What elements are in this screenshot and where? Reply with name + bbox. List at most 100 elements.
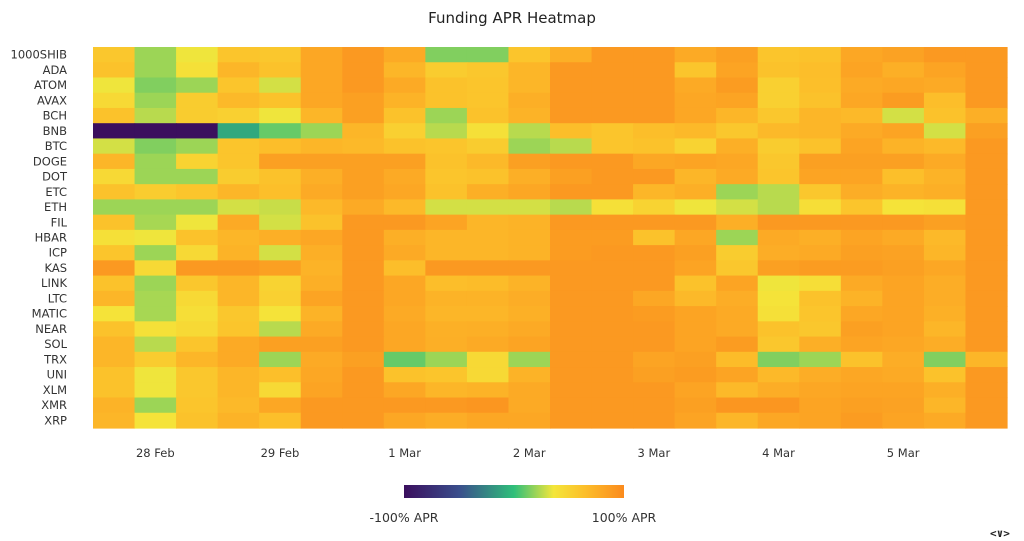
heatmap-cell (342, 62, 385, 79)
heatmap-cell (217, 214, 260, 231)
heatmap-cell (425, 306, 468, 322)
heatmap-cell (923, 123, 967, 140)
heatmap-cell (259, 77, 302, 94)
heatmap-cell (840, 245, 883, 261)
heatmap-cell (93, 275, 136, 292)
heatmap-cell (550, 138, 593, 155)
heatmap-cell (840, 92, 883, 109)
heatmap-cell (757, 260, 800, 277)
heatmap-cell (425, 321, 468, 338)
colorbar (404, 485, 624, 498)
heatmap-cell (508, 275, 551, 292)
heatmap-cell (466, 397, 510, 414)
heatmap-cell (882, 92, 925, 109)
heatmap-cell (425, 229, 468, 246)
heatmap-cell (965, 92, 1008, 109)
heatmap-cell (134, 321, 177, 338)
heatmap-cell (259, 412, 302, 429)
heatmap-cell (259, 367, 302, 383)
heatmap-cell (799, 153, 842, 170)
heatmap-cell (757, 290, 800, 307)
heatmap-cell (134, 229, 177, 246)
heatmap-cell (134, 382, 177, 399)
legend-min-label: -100% APR (370, 510, 439, 525)
heatmap-cell (425, 214, 468, 231)
heatmap-cell (716, 92, 759, 109)
heatmap-cell (840, 77, 883, 94)
heatmap-cell (300, 138, 343, 155)
heatmap-cell (134, 138, 177, 155)
heatmap-cell (176, 153, 219, 170)
heatmap-cell (342, 412, 385, 429)
heatmap-cell (217, 306, 260, 322)
heatmap-cell (633, 214, 676, 231)
heatmap-cell (591, 397, 634, 414)
heatmap-cell (134, 92, 177, 109)
heatmap-cell (550, 275, 593, 292)
heatmap-cell (300, 92, 343, 109)
heatmap-cell (674, 123, 717, 140)
heatmap-cell (259, 214, 302, 231)
heatmap-cell (342, 306, 385, 322)
heatmap-cell (93, 107, 136, 124)
heatmap-cell (840, 229, 883, 246)
heatmap-cell (134, 77, 177, 94)
heatmap-cell (93, 123, 136, 140)
heatmap-cell (757, 184, 800, 200)
heatmap-cell (342, 397, 385, 414)
heatmap-cell (799, 77, 842, 94)
heatmap-cell (176, 336, 219, 353)
heatmap-cell (259, 245, 302, 261)
heatmap-cell (923, 184, 967, 200)
heatmap-cell (633, 321, 676, 338)
heatmap-cell (217, 107, 260, 124)
heatmap-cell (757, 77, 800, 94)
heatmap-cell (923, 321, 967, 338)
heatmap-cell (134, 397, 177, 414)
heatmap-cell (425, 382, 468, 399)
heatmap-cell (176, 138, 219, 155)
heatmap-cell (757, 382, 800, 399)
heatmap-cell (716, 397, 759, 414)
heatmap-cell (342, 367, 385, 383)
heatmap-cell (93, 245, 136, 261)
heatmap-cell (550, 245, 593, 261)
heatmap-cell (799, 214, 842, 231)
heatmap-cell (300, 107, 343, 124)
heatmap-cell (425, 153, 468, 170)
heatmap-cell (550, 382, 593, 399)
heatmap-cell (93, 47, 136, 63)
heatmap-cell (757, 123, 800, 140)
heatmap-cell (134, 184, 177, 200)
heatmap-cell (591, 275, 634, 292)
y-axis-label: ATOM (34, 78, 67, 92)
heatmap-cell (342, 336, 385, 353)
heatmap-cell (840, 275, 883, 292)
heatmap-cell (508, 382, 551, 399)
heatmap-cell (134, 336, 177, 353)
heatmap-cell (508, 351, 551, 368)
heatmap-cell (508, 397, 551, 414)
heatmap-cell (550, 123, 593, 140)
heatmap-cell (965, 62, 1008, 79)
y-axis-label: DOT (42, 170, 68, 184)
heatmap-cell (134, 412, 177, 429)
heatmap-cell (300, 123, 343, 140)
heatmap-cell (300, 77, 343, 94)
heatmap-cell (882, 260, 925, 277)
heatmap-cell (840, 306, 883, 322)
heatmap-cell (757, 138, 800, 155)
heatmap-cell (342, 245, 385, 261)
heatmap-cell (176, 123, 219, 140)
heatmap-cell (840, 168, 883, 185)
heatmap-cell (965, 367, 1008, 383)
heatmap-cell (300, 275, 343, 292)
heatmap-cell (259, 260, 302, 277)
heatmap-cell (383, 290, 426, 307)
pagination-nav-button[interactable]: <∨> (990, 527, 1010, 540)
heatmap-cell (965, 290, 1008, 307)
heatmap-cell (550, 290, 593, 307)
heatmap-cell (300, 47, 343, 63)
heatmap-cell (550, 107, 593, 124)
heatmap-cell (93, 306, 136, 322)
